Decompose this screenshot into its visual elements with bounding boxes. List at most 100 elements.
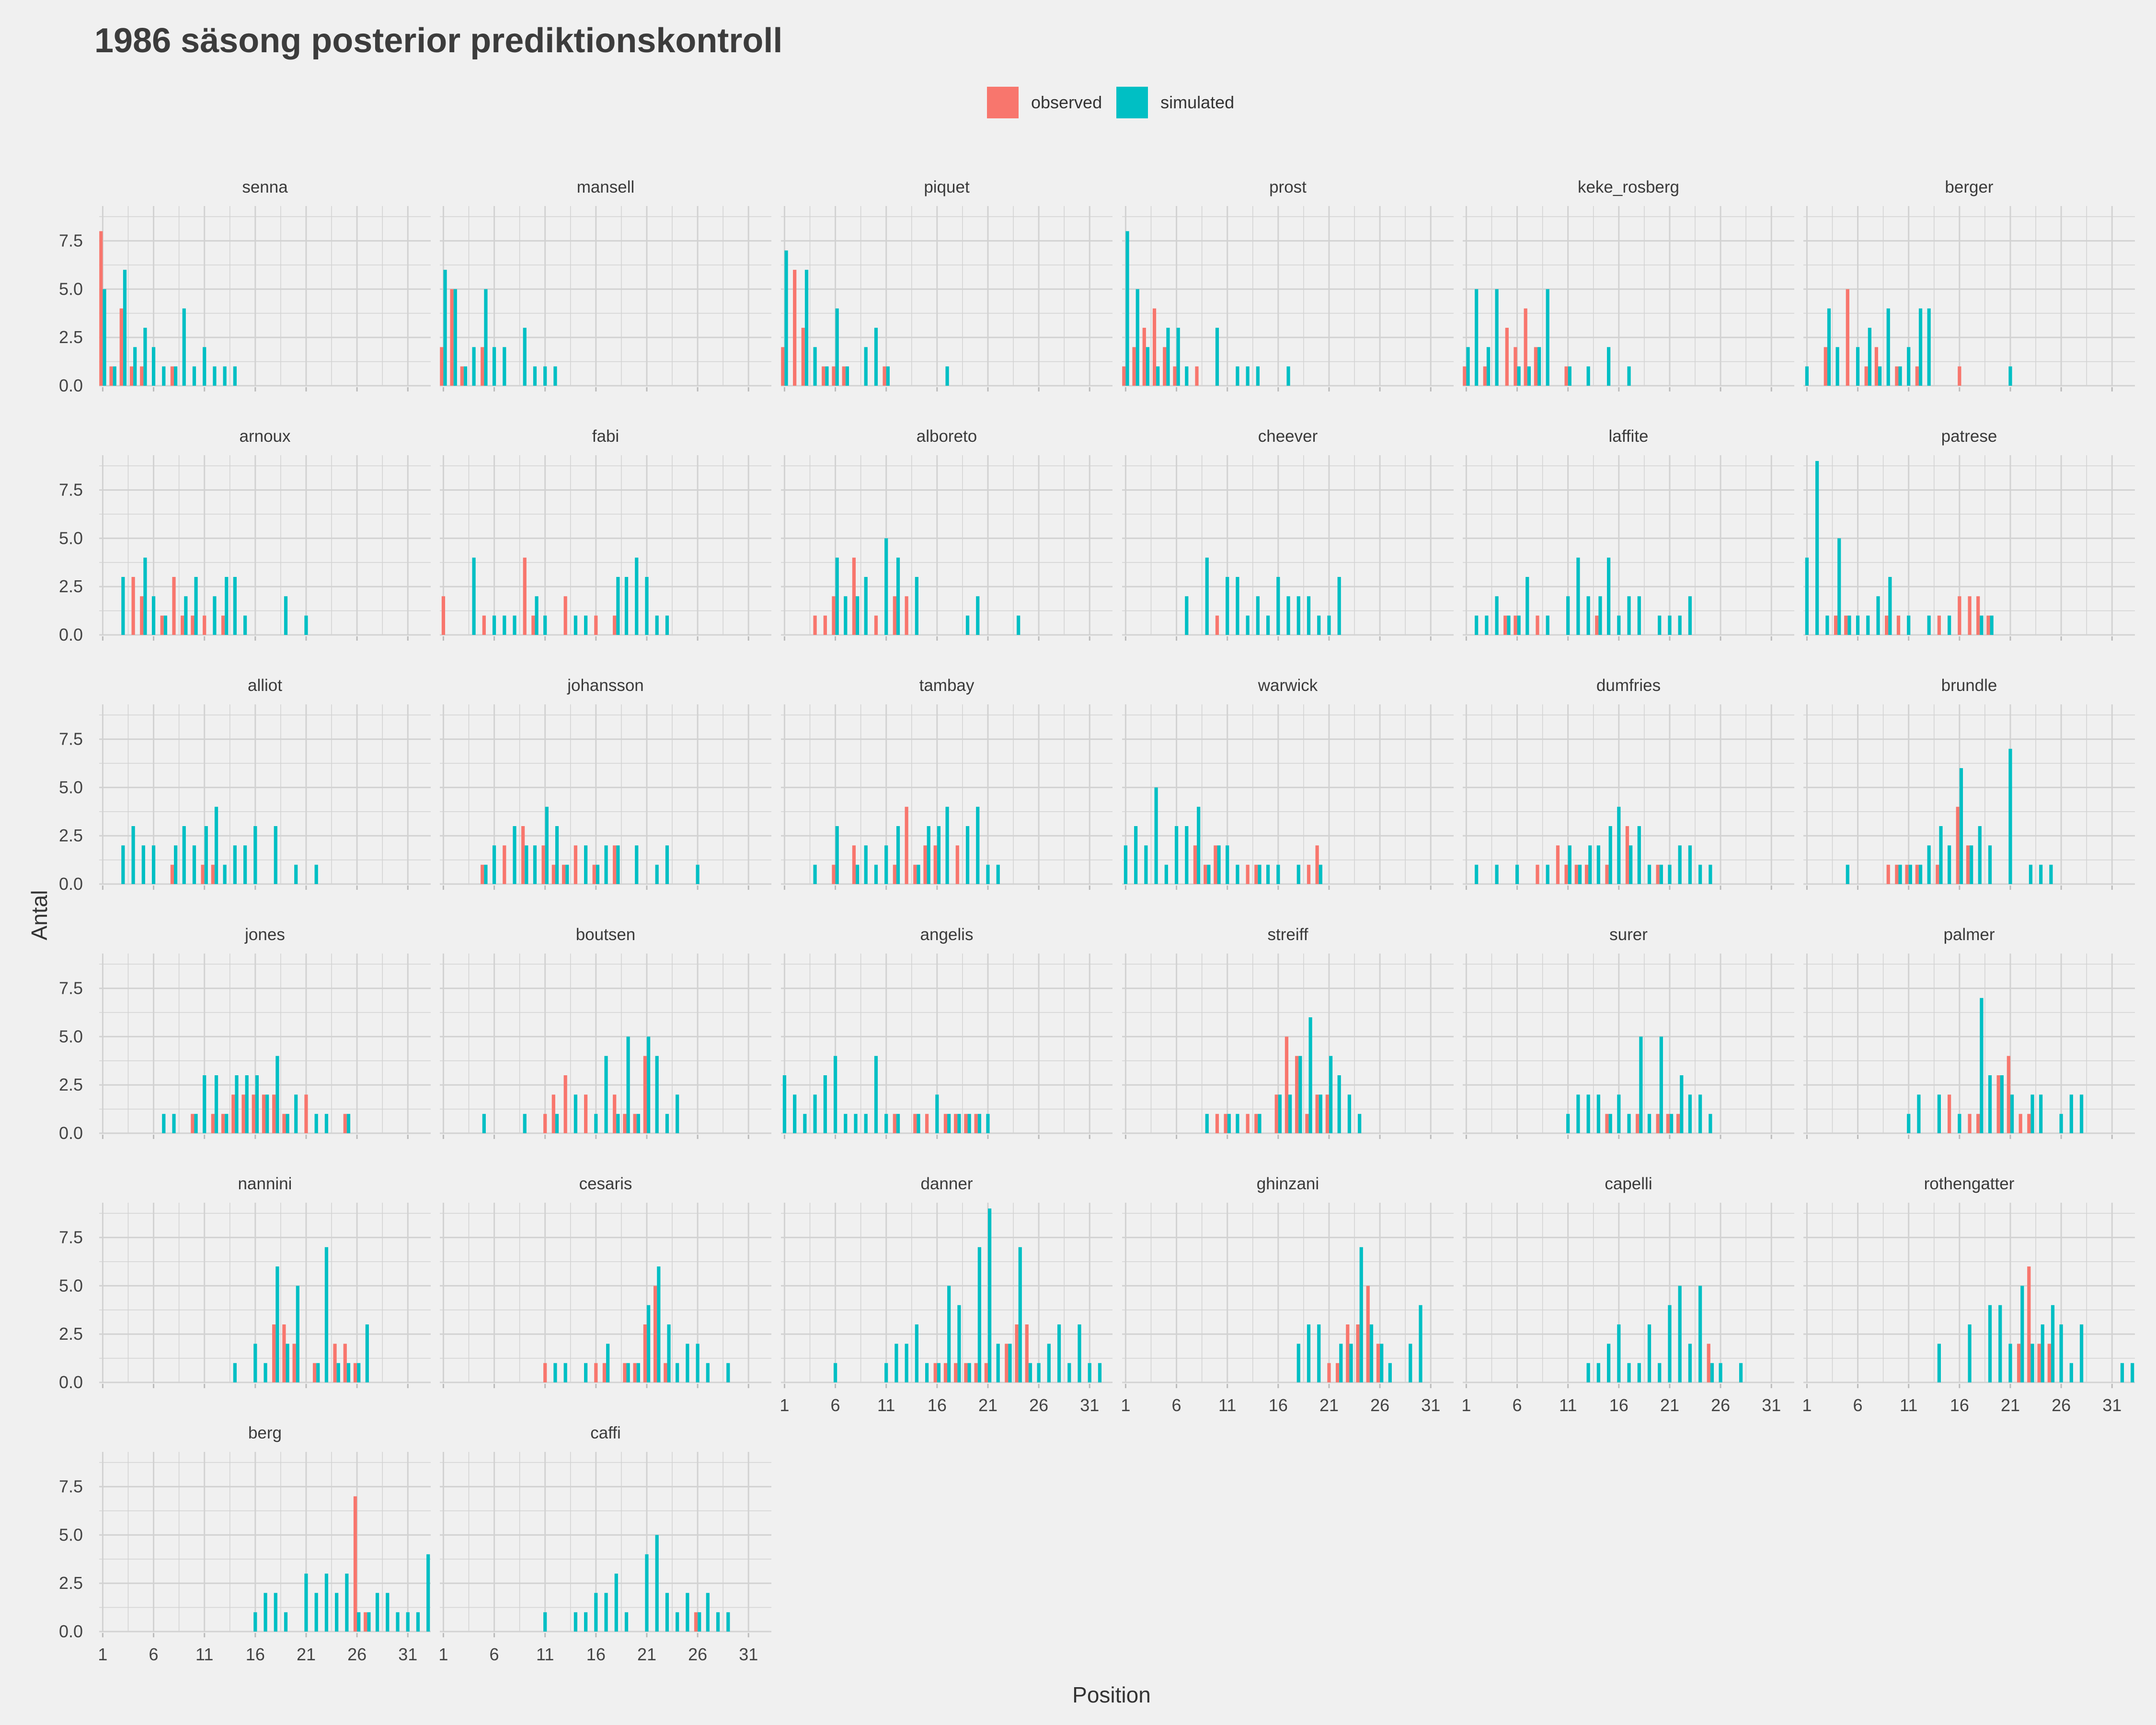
bar-observed <box>613 845 617 884</box>
facet-senna: senna 0.0 2.5 5.0 7.5 <box>59 178 431 395</box>
bar-simulated <box>1327 615 1331 635</box>
bar-observed <box>562 864 566 884</box>
bar-simulated <box>1688 1344 1692 1382</box>
bar-simulated <box>2120 1363 2124 1382</box>
bar-simulated <box>1486 347 1491 386</box>
bar-observed <box>1254 1114 1258 1133</box>
legend-item-simulated: simulated <box>1116 87 1234 118</box>
bar-simulated <box>1856 615 1860 635</box>
bar-simulated <box>1546 289 1549 386</box>
bar-simulated <box>986 864 990 884</box>
facet-label: piquet <box>924 178 970 196</box>
bar-simulated <box>1606 1344 1611 1382</box>
legend-label-simulated: simulated <box>1160 92 1235 112</box>
bar-observed <box>1656 1114 1660 1133</box>
bar-simulated <box>1409 1344 1412 1382</box>
bar-simulated <box>2030 1094 2034 1133</box>
bar-simulated <box>1907 615 1911 635</box>
bar-simulated <box>896 1114 900 1133</box>
bar-simulated <box>2008 1344 2012 1382</box>
bar-simulated <box>472 557 476 635</box>
bar-simulated <box>813 347 817 386</box>
bar-simulated <box>1037 1363 1041 1382</box>
bar-observed <box>1834 615 1838 635</box>
bar-observed <box>460 366 464 386</box>
bar-simulated <box>604 845 608 884</box>
bar-simulated <box>1596 1363 1600 1382</box>
bar-observed <box>482 615 486 635</box>
bar-observed <box>822 366 826 386</box>
bar-simulated <box>1319 864 1322 884</box>
bar-simulated <box>162 366 166 386</box>
bar-simulated <box>1805 366 1809 386</box>
bar-observed <box>1844 615 1848 635</box>
bar-observed <box>905 596 908 635</box>
bar-simulated <box>1988 1075 1992 1133</box>
bar-observed <box>1503 615 1507 635</box>
bar-simulated <box>304 1574 308 1632</box>
bar-simulated <box>357 1612 361 1632</box>
facet-brundle: brundle <box>1803 676 2135 890</box>
bar-observed <box>1307 864 1311 884</box>
x-axis-title: Position <box>1072 1682 1151 1707</box>
facet-berger: berger <box>1803 178 2135 391</box>
bar-observed <box>1915 864 1919 884</box>
x-tick-label: 1 <box>1461 1395 1471 1415</box>
bar-observed <box>1536 615 1539 635</box>
facet-tambay: tambay <box>781 676 1112 890</box>
bar-simulated <box>1639 1036 1643 1133</box>
bar-observed <box>793 270 797 386</box>
bar-observed <box>450 289 454 386</box>
y-tick-label: 5.0 <box>59 1525 83 1544</box>
bar-simulated <box>1647 1114 1651 1133</box>
bar-simulated <box>844 1114 848 1133</box>
bar-observed <box>2017 1344 2021 1382</box>
bar-simulated <box>386 1593 390 1632</box>
bar-simulated <box>1185 366 1189 386</box>
x-tick-label: 21 <box>2001 1395 2020 1415</box>
bar-simulated <box>957 1305 961 1382</box>
bar-observed <box>109 366 113 386</box>
bar-simulated <box>726 1363 730 1382</box>
facet-mansell: mansell <box>440 178 771 391</box>
bar-observed <box>1564 864 1568 884</box>
bar-observed <box>964 1363 968 1382</box>
bar-simulated <box>284 596 288 635</box>
bar-simulated <box>2020 1286 2024 1382</box>
facet-label: caffi <box>590 1424 621 1442</box>
bar-simulated <box>1495 864 1499 884</box>
bar-simulated <box>1266 615 1270 635</box>
bar-simulated <box>1527 366 1531 386</box>
bar-simulated <box>895 1344 898 1382</box>
bar-simulated <box>1719 1363 1722 1382</box>
bar-simulated <box>103 289 106 386</box>
bar-simulated <box>844 596 848 635</box>
bar-simulated <box>927 826 930 884</box>
bar-simulated <box>1307 596 1311 635</box>
bar-simulated <box>443 270 447 386</box>
bar-simulated <box>645 1554 649 1632</box>
bar-simulated <box>1475 615 1479 635</box>
bar-simulated <box>484 289 488 386</box>
bar-observed <box>563 596 567 635</box>
bar-simulated <box>874 864 878 884</box>
bar-observed <box>1584 864 1589 884</box>
bar-simulated <box>1678 1286 1682 1382</box>
bar-observed <box>1346 1324 1350 1382</box>
bar-simulated <box>925 1363 929 1382</box>
facet-alliot: alliot 0.0 2.5 5.0 7.5 <box>59 676 431 894</box>
bar-observed <box>2037 1344 2041 1382</box>
bar-observed <box>1315 1094 1319 1133</box>
bar-simulated <box>513 615 516 635</box>
y-tick-label: 7.5 <box>59 1477 83 1496</box>
bar-simulated <box>2039 1094 2043 1133</box>
bar-simulated <box>1629 845 1633 884</box>
bar-simulated <box>676 1612 679 1632</box>
x-tick-label: 11 <box>877 1395 895 1415</box>
bar-simulated <box>225 577 229 635</box>
bar-observed <box>1524 308 1527 386</box>
bar-observed <box>823 615 827 635</box>
bar-simulated <box>624 1612 629 1632</box>
bar-simulated <box>204 826 208 884</box>
